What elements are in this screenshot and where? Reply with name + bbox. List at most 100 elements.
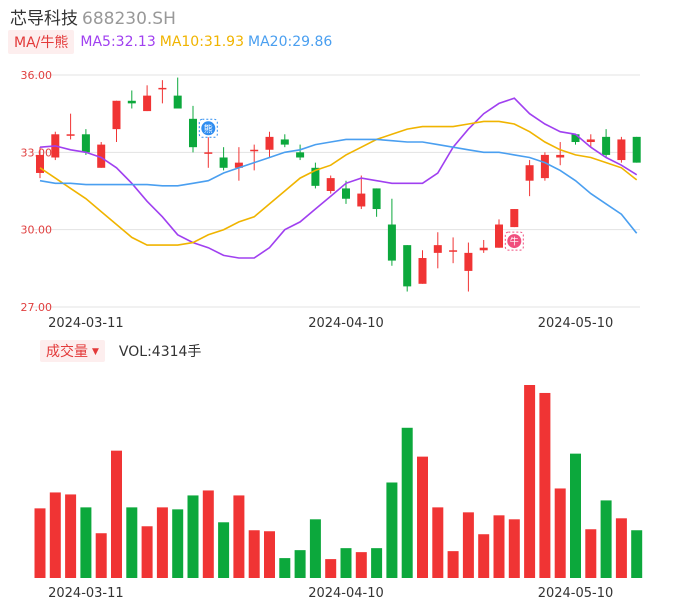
bear-marker-glyph: 熊 — [204, 123, 213, 135]
volume-bar — [340, 548, 352, 578]
price-tick-label: 30.00 — [21, 224, 53, 237]
volume-bar — [355, 552, 367, 578]
volume-bar — [248, 530, 260, 578]
volume-bar — [432, 507, 444, 578]
volume-bar — [218, 522, 230, 578]
volume-bar — [524, 385, 536, 578]
volume-bar — [187, 495, 199, 578]
candle-body — [556, 154, 565, 158]
candle-body — [510, 209, 519, 228]
volume-date-label: 2024-03-11 — [48, 586, 124, 601]
price-date-label: 2024-03-11 — [48, 316, 124, 330]
ma5-label: MA5:32.13 — [80, 34, 156, 50]
price-date-label: 2024-04-10 — [308, 316, 384, 330]
candle-body — [540, 154, 549, 179]
volume-bar — [126, 507, 138, 578]
candle-body — [127, 100, 136, 104]
candle-body — [143, 95, 152, 112]
bear-marker-icon: 熊 — [198, 118, 218, 138]
stock-code: 688230.SH — [82, 9, 176, 29]
candle-body — [280, 139, 289, 145]
candle-body — [311, 167, 320, 186]
volume-bar — [294, 550, 306, 578]
candle-body — [234, 162, 243, 168]
stock-name: 芯导科技 — [10, 9, 78, 29]
volume-bar — [554, 488, 566, 578]
volume-bar — [325, 559, 337, 578]
ma-toggle-button[interactable]: MA/牛熊 — [8, 30, 75, 54]
candle-body — [433, 245, 442, 253]
volume-bar — [279, 558, 291, 578]
price-date-label: 2024-05-10 — [538, 316, 614, 330]
volume-bar — [493, 515, 505, 578]
candle-body — [204, 152, 213, 154]
candle-body — [296, 152, 305, 158]
volume-legend: 成交量 ▼ VOL:4314手 — [40, 340, 202, 362]
ma-legend: MA/牛熊 MA5:32.13 MA10:31.93 MA20:29.86 — [8, 30, 336, 54]
volume-bar — [49, 492, 61, 578]
candle-body — [326, 178, 335, 191]
volume-bar — [172, 509, 184, 578]
volume-bar — [264, 531, 275, 578]
ma10-label: MA10:31.93 — [159, 34, 245, 50]
candle-body — [36, 154, 44, 173]
volume-bar — [508, 519, 520, 578]
candle-body — [525, 165, 534, 181]
volume-bar — [202, 490, 214, 578]
volume-bar — [34, 508, 46, 578]
candle-body — [112, 100, 121, 130]
candle-body — [571, 134, 580, 143]
volume-bar — [95, 533, 107, 578]
volume-date-label: 2024-04-10 — [308, 586, 384, 601]
volume-bar — [585, 529, 597, 578]
candle-body — [66, 134, 75, 136]
bear-marker-dot — [201, 121, 216, 136]
volume-bar — [539, 392, 551, 578]
candle-body — [81, 134, 90, 153]
candle-body — [357, 193, 366, 207]
bull-marker-icon: 牛 — [504, 231, 524, 251]
candle-body — [342, 188, 350, 199]
volume-bar — [478, 534, 490, 578]
candle-body — [418, 258, 427, 284]
volume-button-label: 成交量 — [46, 344, 88, 360]
candle-body — [189, 118, 197, 148]
volume-value: VOL:4314手 — [118, 344, 202, 360]
volume-bar — [156, 507, 168, 578]
volume-bar — [462, 512, 474, 578]
candle-body — [464, 252, 473, 271]
bull-marker-glyph: 牛 — [510, 236, 519, 248]
volume-bar — [417, 456, 428, 578]
volume-bar — [570, 453, 581, 578]
candle-body — [479, 247, 488, 251]
volume-chart[interactable]: 2024-03-11 2024-04-10 2024-05-10 — [0, 370, 686, 606]
candle-body — [586, 139, 595, 143]
volume-date-label: 2024-05-10 — [538, 586, 614, 601]
ma5-line — [39, 97, 638, 259]
volume-bar — [615, 518, 627, 578]
volume-bar — [65, 494, 77, 578]
price-chart[interactable]: 36.00 33.00 30.00 27.00 2024-03-11 2024-04-10… — [0, 60, 686, 330]
volume-bar — [111, 450, 122, 578]
volume-bar — [80, 507, 92, 578]
candle-body — [632, 136, 641, 163]
candle-body — [495, 224, 503, 248]
volume-bar — [401, 427, 413, 578]
volume-bar — [141, 526, 153, 578]
candle-body — [403, 245, 412, 287]
candle-body — [97, 144, 106, 168]
candle-body — [449, 250, 458, 252]
candle-body — [265, 136, 274, 150]
volume-bar — [309, 519, 321, 578]
candle-body — [219, 157, 228, 168]
volume-indicator-button[interactable]: 成交量 ▼ — [40, 340, 105, 362]
candle-body — [617, 139, 626, 161]
candle-body — [372, 188, 381, 210]
candle-body — [387, 224, 396, 261]
candle-body — [602, 136, 611, 155]
ma20-line — [39, 138, 638, 234]
volume-bar — [233, 495, 245, 578]
stock-title: 芯导科技 688230.SH — [10, 4, 176, 29]
price-tick-label: 36.00 — [21, 69, 53, 82]
caret-down-icon: ▼ — [92, 347, 99, 357]
